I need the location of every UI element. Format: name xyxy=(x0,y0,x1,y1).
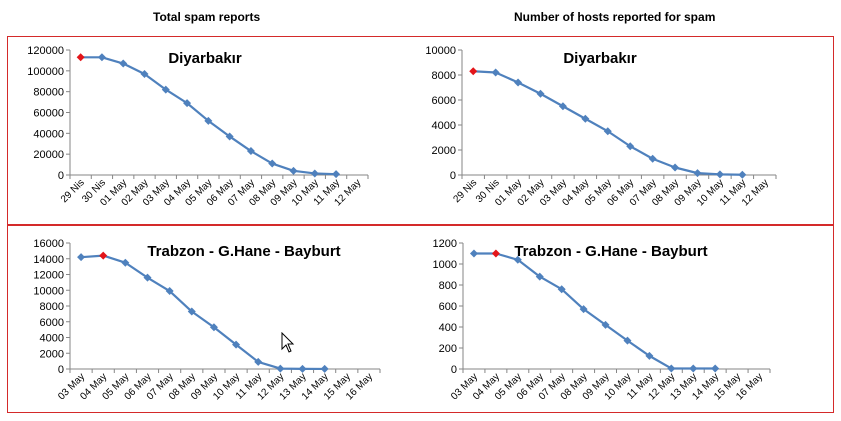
right-column-title: Number of hosts reported for spam xyxy=(514,10,716,24)
y-tick-label: 12000 xyxy=(33,270,64,282)
data-point xyxy=(557,285,566,294)
y-tick-label: 6000 xyxy=(432,95,456,107)
data-point xyxy=(320,364,329,373)
left-column-title: Total spam reports xyxy=(153,10,261,24)
data-point xyxy=(603,127,612,136)
y-tick-label: 4000 xyxy=(432,120,456,132)
y-tick-label: 80000 xyxy=(33,87,64,99)
data-point xyxy=(289,166,298,175)
y-tick-label: 1200 xyxy=(433,238,457,250)
y-tick-label: 8000 xyxy=(40,301,64,313)
y-tick-label: 20000 xyxy=(33,149,64,161)
y-tick-label: 400 xyxy=(439,322,457,334)
data-point xyxy=(121,258,130,267)
series-line xyxy=(473,252,716,370)
data-point xyxy=(536,89,545,98)
chart-3: 020004000600080001000012000140001600003 … xyxy=(33,238,381,402)
y-tick-label: 0 xyxy=(451,364,457,376)
data-point xyxy=(469,249,478,258)
y-tick-label: 60000 xyxy=(33,108,64,120)
y-tick-label: 600 xyxy=(439,301,457,313)
charts-bottom-frame xyxy=(7,225,834,413)
data-point xyxy=(119,59,128,68)
highlight-data-point xyxy=(76,53,85,62)
chart-title: Trabzon - G.Hane - Bayburt xyxy=(514,243,707,260)
data-point xyxy=(689,364,698,373)
data-point xyxy=(693,169,702,178)
y-tick-label: 0 xyxy=(58,364,64,376)
data-point xyxy=(225,132,234,141)
chart-title: Trabzon - G.Hane - Bayburt xyxy=(147,243,340,260)
data-point xyxy=(183,99,192,108)
y-tick-label: 0 xyxy=(450,170,456,182)
data-point xyxy=(204,116,213,125)
data-point xyxy=(276,364,285,373)
data-point xyxy=(626,142,635,151)
y-tick-label: 14000 xyxy=(33,254,64,266)
data-point xyxy=(310,169,319,178)
data-point xyxy=(143,273,152,282)
data-point xyxy=(77,253,86,262)
data-point xyxy=(268,159,277,168)
data-point xyxy=(97,53,106,62)
highlight-data-point xyxy=(99,251,108,260)
y-tick-label: 120000 xyxy=(27,45,64,57)
data-point xyxy=(648,154,657,163)
data-point xyxy=(667,364,676,373)
data-point xyxy=(246,147,255,156)
y-tick-label: 2000 xyxy=(432,145,456,157)
data-point xyxy=(161,85,170,94)
data-point xyxy=(715,170,724,179)
data-point xyxy=(140,69,149,78)
y-tick-label: 800 xyxy=(439,280,457,292)
data-point xyxy=(298,364,307,373)
data-point xyxy=(711,364,720,373)
data-point xyxy=(514,78,523,87)
y-tick-label: 10000 xyxy=(425,45,456,57)
data-point xyxy=(558,102,567,111)
data-point xyxy=(645,351,654,360)
y-tick-label: 6000 xyxy=(40,317,64,329)
data-point xyxy=(513,255,522,264)
series-line xyxy=(473,70,743,176)
data-point xyxy=(579,305,588,314)
y-tick-label: 200 xyxy=(439,343,457,355)
data-point xyxy=(232,340,241,349)
mouse-pointer-icon xyxy=(281,332,295,353)
chart-title: Diyarbakır xyxy=(168,50,242,67)
data-point xyxy=(332,170,341,179)
series-line xyxy=(80,56,337,176)
data-point xyxy=(165,287,174,296)
y-tick-label: 2000 xyxy=(40,348,64,360)
data-point xyxy=(491,68,500,77)
highlight-data-point xyxy=(491,249,500,258)
chart-title: Diyarbakır xyxy=(563,50,637,67)
data-point xyxy=(187,307,196,316)
data-point xyxy=(671,163,680,172)
data-point xyxy=(581,114,590,123)
data-point xyxy=(623,336,632,345)
y-tick-label: 10000 xyxy=(33,285,64,297)
data-point xyxy=(601,320,610,329)
data-point xyxy=(738,170,747,179)
y-tick-label: 4000 xyxy=(40,333,64,345)
charts-top-frame xyxy=(7,36,834,225)
y-tick-label: 16000 xyxy=(33,238,64,250)
y-tick-label: 100000 xyxy=(27,66,64,78)
data-point xyxy=(209,323,218,332)
y-tick-label: 0 xyxy=(58,170,64,182)
y-tick-label: 8000 xyxy=(432,70,456,82)
y-tick-label: 1000 xyxy=(433,259,457,271)
data-point xyxy=(254,357,263,366)
data-point xyxy=(535,272,544,281)
highlight-data-point xyxy=(469,67,478,76)
y-tick-label: 40000 xyxy=(33,128,64,140)
